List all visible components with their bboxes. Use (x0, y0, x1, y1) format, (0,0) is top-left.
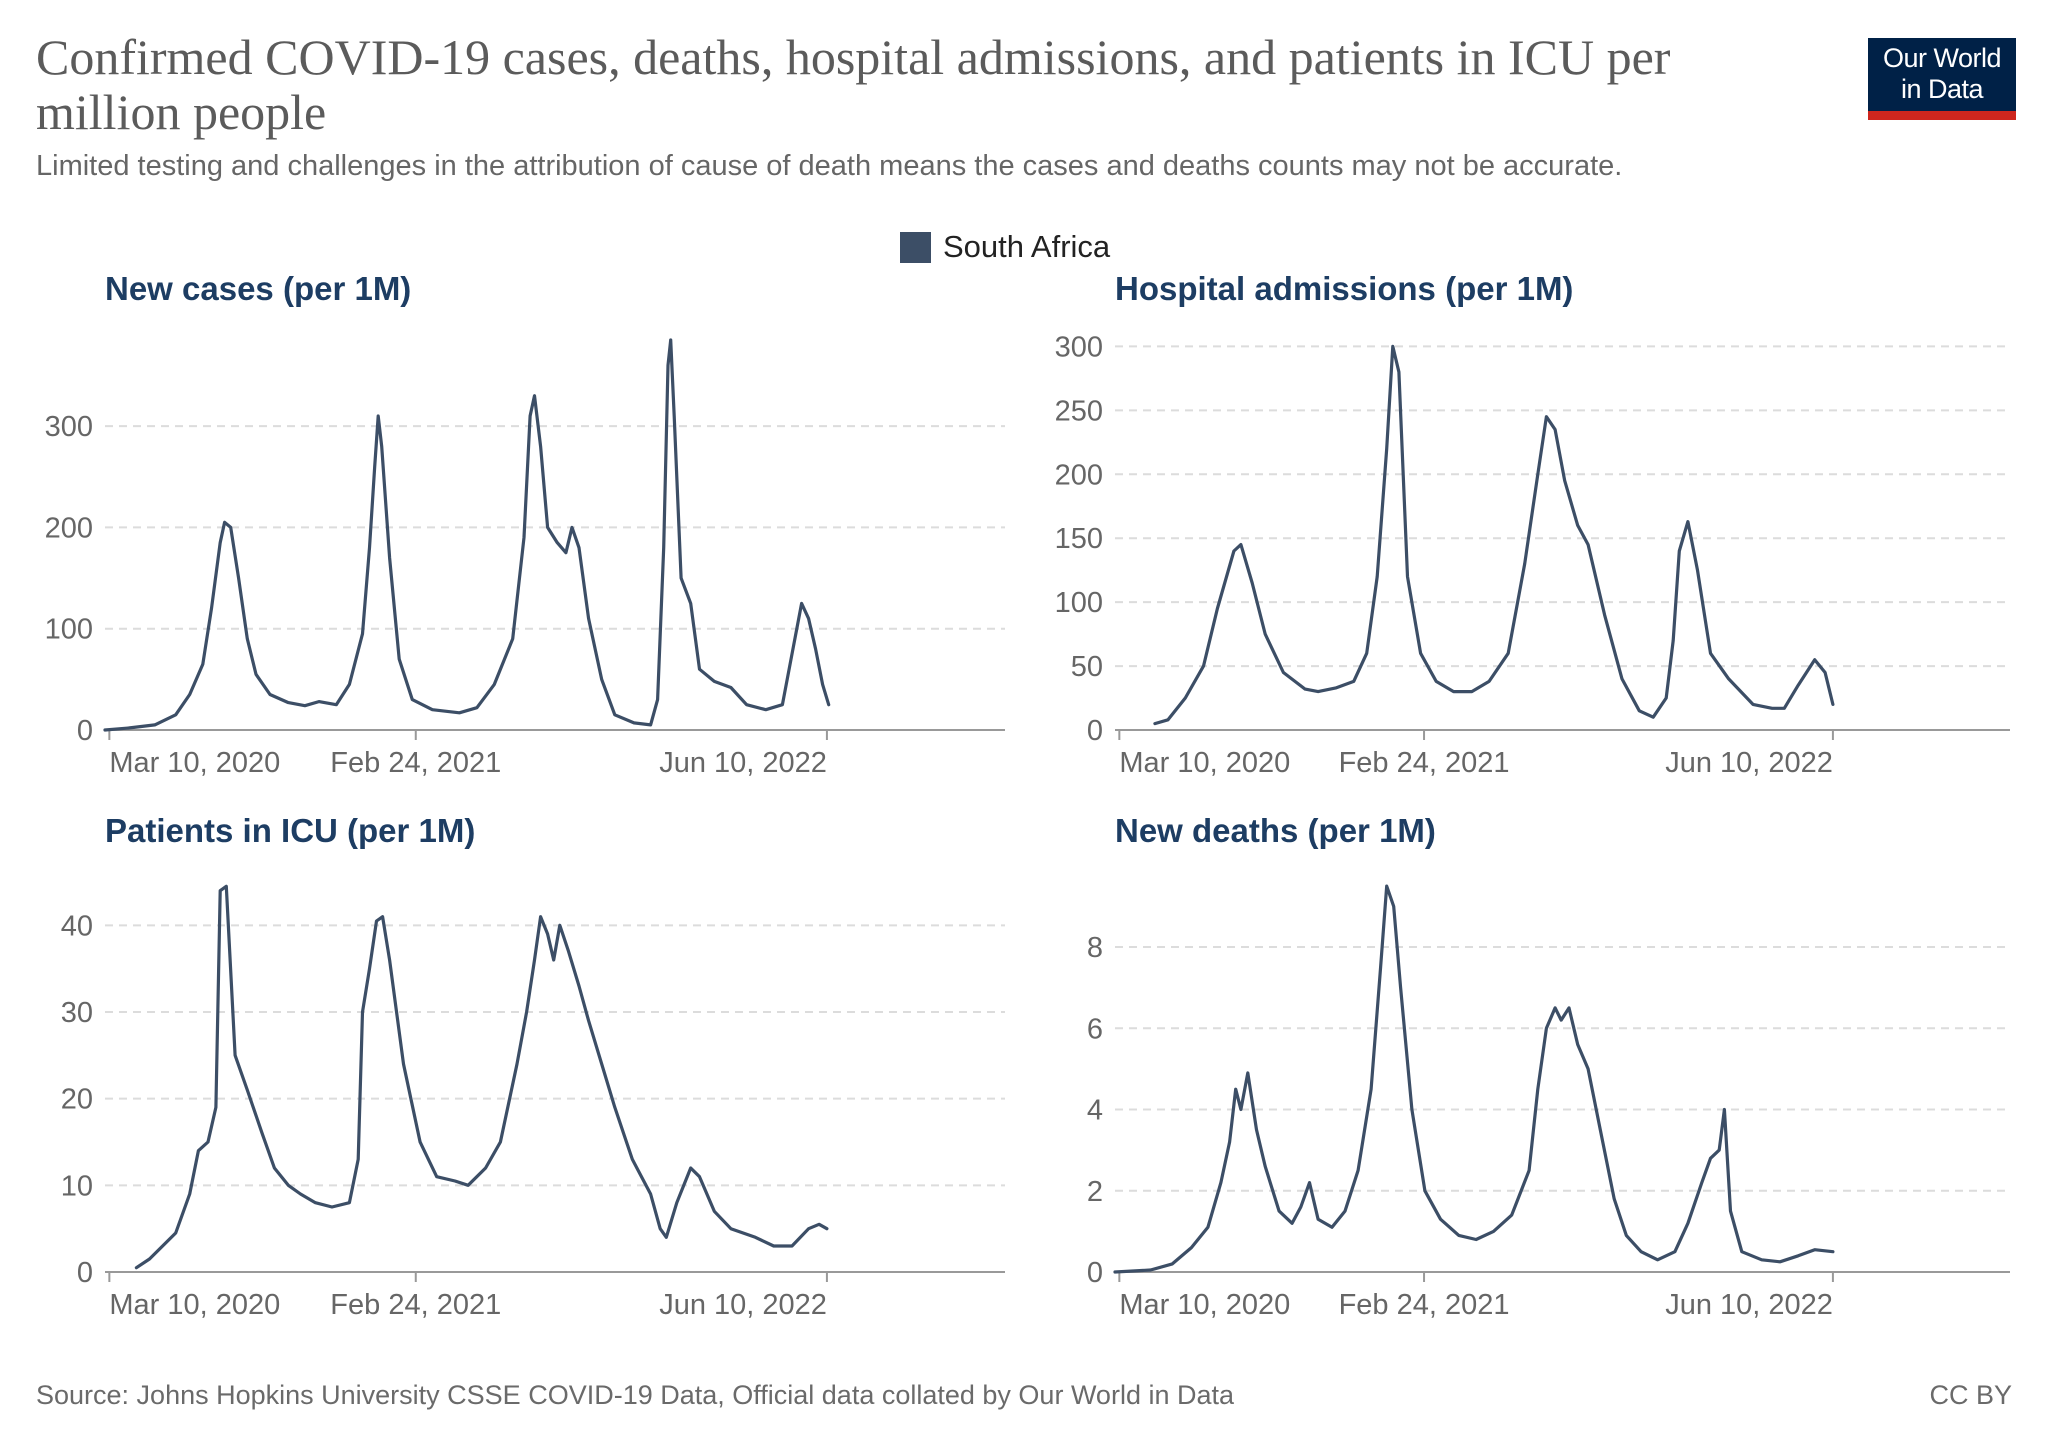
y-tick-label: 8 (1087, 932, 1103, 964)
our-world-in-data-logo[interactable]: Our World in Data (1868, 38, 2016, 120)
source-note: Source: Johns Hopkins University CSSE CO… (36, 1380, 1235, 1410)
legend-label: South Africa (943, 229, 1111, 264)
y-tick-label: 20 (61, 1084, 93, 1116)
logo-line-1: Our World (1882, 43, 2002, 73)
license-link[interactable]: CC BY (1929, 1380, 2012, 1410)
y-tick-label: 300 (1055, 331, 1103, 363)
x-tick-label: Feb 24, 2021 (1339, 1289, 1510, 1321)
series-line-south-africa[interactable] (134, 884, 829, 1270)
series-line-south-africa[interactable] (1113, 884, 1835, 1274)
panel-title: New cases (per 1M) (105, 270, 411, 307)
y-tick-label: 100 (45, 614, 93, 646)
y-tick-label: 30 (61, 997, 93, 1029)
series-line-south-africa[interactable] (103, 338, 831, 732)
x-tick-label: Feb 24, 2021 (330, 1289, 501, 1321)
y-tick-label: 4 (1087, 1095, 1103, 1127)
y-tick-label: 100 (1055, 587, 1103, 619)
y-tick-label: 300 (45, 411, 93, 443)
legend-swatch (900, 231, 931, 263)
x-tick-label: Feb 24, 2021 (330, 747, 501, 779)
x-tick-label: Mar 10, 2020 (1119, 1289, 1290, 1321)
series-line-south-africa[interactable] (1153, 344, 1835, 726)
x-tick-label: Mar 10, 2020 (109, 1289, 280, 1321)
x-tick-label: Jun 10, 2022 (1665, 747, 1833, 779)
legend[interactable]: South Africa (900, 229, 1111, 264)
y-tick-label: 200 (1055, 459, 1103, 491)
chart-new-cases-per-1m: New cases (per 1M) 0 100 200 300 Mar 10, 2020… (45, 270, 1005, 779)
panel-title: Hospital admissions (per 1M) (1115, 270, 1573, 307)
x-tick-label: Feb 24, 2021 (1339, 747, 1510, 779)
y-tick-label: 250 (1055, 395, 1103, 427)
y-tick-label: 50 (1071, 651, 1103, 683)
y-tick-label: 200 (45, 512, 93, 544)
panel-title: Patients in ICU (per 1M) (105, 812, 475, 849)
x-tick-label: Jun 10, 2022 (659, 1289, 827, 1321)
chart-hospital-admissions-per-1m: Hospital admissions (per 1M) 0 50 100 150 200… (1055, 270, 2010, 779)
y-tick-label: 150 (1055, 523, 1103, 555)
chart-new-deaths-per-1m: New deaths (per 1M) 0 2 4 6 8 Mar 10, 2020 Feb … (1087, 812, 2010, 1321)
logo-line-2: in Data (1900, 74, 1984, 104)
x-tick-label: Jun 10, 2022 (659, 747, 827, 779)
x-tick-label: Mar 10, 2020 (109, 747, 280, 779)
y-tick-label: 10 (61, 1170, 93, 1202)
y-tick-label: 6 (1087, 1013, 1103, 1045)
panel-title: New deaths (per 1M) (1115, 812, 1436, 849)
y-tick-label: 0 (77, 1257, 93, 1289)
y-tick-label: 2 (1087, 1176, 1103, 1208)
y-tick-label: 0 (1087, 1257, 1103, 1289)
chart-title: Confirmed COVID-19 cases, deaths, hospit… (36, 29, 1671, 140)
chart-patients-in-icu-per-1m: Patients in ICU (per 1M) 0 10 20 30 40 Mar 10,… (61, 812, 1005, 1321)
y-tick-label: 0 (1087, 715, 1103, 747)
x-tick-label: Mar 10, 2020 (1119, 747, 1290, 779)
y-tick-label: 40 (61, 910, 93, 942)
chart-subtitle: Limited testing and challenges in the at… (36, 150, 1623, 182)
y-tick-label: 0 (77, 715, 93, 747)
x-tick-label: Jun 10, 2022 (1665, 1289, 1833, 1321)
